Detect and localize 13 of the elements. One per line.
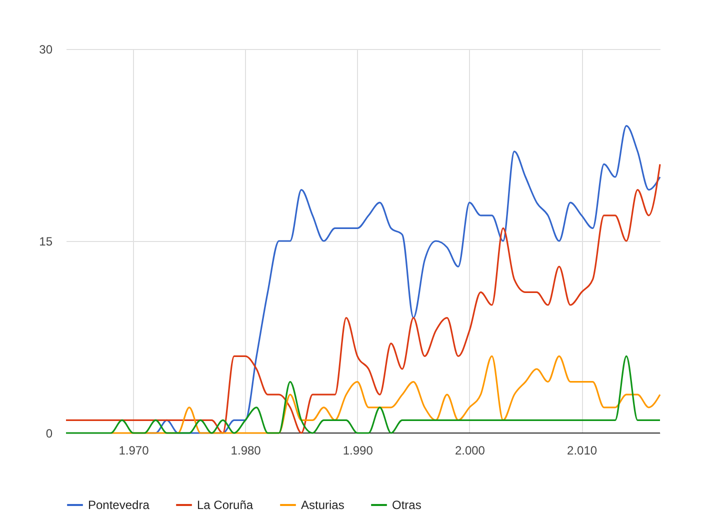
legend-label: Pontevedra — [88, 498, 150, 512]
x-tick-label: 1.990 — [342, 444, 374, 458]
legend-label: Asturias — [301, 498, 344, 512]
y-tick-label: 0 — [46, 426, 53, 440]
line-series — [65, 163, 661, 434]
x-tick-label: 1.980 — [230, 444, 262, 458]
x-tick-label: 1.970 — [118, 444, 150, 458]
x-tick-label: 2.000 — [454, 444, 486, 458]
x-tick-label: 2.010 — [567, 444, 598, 458]
legend-label: Otras — [392, 498, 422, 512]
y-tick-label: 30 — [39, 42, 53, 56]
legend-label: La Coruña — [197, 498, 254, 512]
y-tick-label: 15 — [39, 234, 53, 248]
